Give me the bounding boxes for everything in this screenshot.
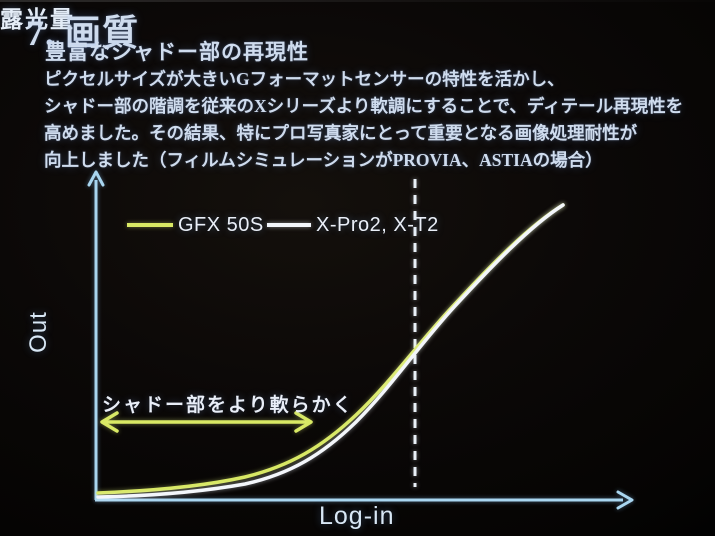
body-line-2: シャドー部の階調を従来のXシリーズより軟調にすることで、ディテール再現性を [44, 96, 684, 116]
shadow-range-arrowhead-left-icon [100, 411, 119, 433]
x-axis-arrowhead-icon [616, 490, 634, 510]
body-line-1: ピクセルサイズが大きいGフォーマットセンサーの特性を活かし、 [44, 69, 565, 89]
body-text: ピクセルサイズが大きいGフォーマットセンサーの特性を活かし、 シャドー部の階調を… [44, 66, 704, 174]
x-axis-label: Log-in [319, 502, 395, 530]
legend-label-xpro2-xt2: X-Pro2, X-T2 [316, 214, 439, 236]
curve-gfx-50s [96, 203, 565, 495]
slide-subtitle: 豊富なシャドー部の再現性 [45, 40, 309, 64]
shadow-range-arrowhead-right-icon [294, 411, 313, 433]
y-axis-label: Out [25, 311, 52, 353]
body-line-3: 高めました。その結果、特にプロ写真家にとって重要となる画像処理耐性が [44, 123, 638, 143]
screen-top-edge [0, 0, 715, 2]
legend-label-gfx-50s: GFX 50S [178, 214, 264, 236]
shadow-annotation-text: シャドー部をより軟らかく [102, 395, 354, 416]
x-axis-right-label: 露光量 [0, 7, 75, 32]
slide-title: 7. 画質 [26, 13, 140, 53]
y-axis-arrowhead-icon [87, 170, 105, 187]
body-line-4: 向上しました（フィルムシミュレーションがPROVIA、ASTIAの場合） [44, 150, 603, 170]
curve-xpro2-xt2 [96, 203, 565, 499]
